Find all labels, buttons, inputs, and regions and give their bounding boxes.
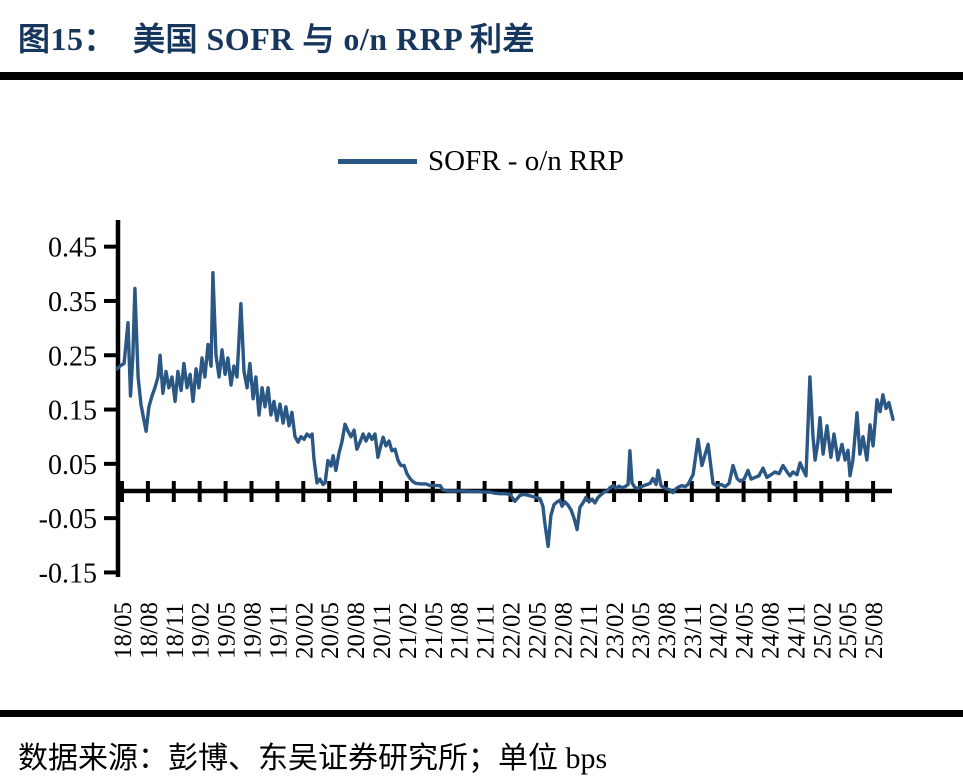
x-axis-tick-label: 20/05 bbox=[317, 602, 344, 659]
x-axis-tick-label: 18/08 bbox=[136, 602, 163, 659]
y-axis-tick-label: 0.35 bbox=[48, 287, 97, 318]
x-axis-tick-label: 20/02 bbox=[291, 602, 318, 659]
y-axis-tick-label: -0.05 bbox=[39, 504, 97, 535]
x-axis-tick-label: 18/11 bbox=[162, 603, 189, 659]
x-axis-tick-label: 23/08 bbox=[654, 602, 681, 659]
x-axis-tick-label: 22/02 bbox=[499, 602, 526, 659]
y-axis-tick-label: 0.05 bbox=[48, 450, 97, 481]
x-axis-tick-label: 22/05 bbox=[524, 602, 551, 659]
chart-legend: SOFR - o/n RRP bbox=[338, 144, 624, 178]
x-axis-tick-label: 19/02 bbox=[188, 602, 215, 659]
x-axis-tick-label: 19/11 bbox=[265, 603, 292, 659]
x-axis-tick-label: 24/11 bbox=[783, 603, 810, 659]
source-divider bbox=[0, 710, 963, 717]
x-axis-tick-label: 19/05 bbox=[214, 602, 241, 659]
x-axis-tick-label: 24/05 bbox=[732, 602, 759, 659]
source-note: 数据来源：彭博、东吴证券研究所；单位 bps bbox=[18, 742, 608, 775]
x-axis-tick-label: 21/02 bbox=[395, 602, 422, 659]
x-axis-tick-label: 18/05 bbox=[110, 602, 137, 659]
legend-series-label: SOFR - o/n RRP bbox=[428, 144, 624, 177]
series-line-sofr-o-n-rrp bbox=[115, 271, 895, 549]
x-axis-tick-label: 19/08 bbox=[240, 602, 267, 659]
x-axis-tick-label: 23/02 bbox=[602, 602, 629, 659]
x-axis-tick-label: 20/11 bbox=[369, 603, 396, 659]
x-axis-tick-label: 25/02 bbox=[809, 602, 836, 659]
x-axis-tick-label: 22/08 bbox=[550, 602, 577, 659]
x-axis-tick-label: 23/11 bbox=[680, 603, 707, 659]
x-axis-tick-label: 23/05 bbox=[628, 602, 655, 659]
x-axis-tick-label: 22/11 bbox=[576, 603, 603, 659]
title-divider bbox=[0, 72, 963, 80]
y-axis-tick-label: -0.15 bbox=[39, 558, 97, 589]
y-axis-tick-label: 0.15 bbox=[48, 396, 97, 427]
x-axis-tick-label: 24/02 bbox=[706, 602, 733, 659]
x-axis-tick-label: 20/08 bbox=[343, 602, 370, 659]
y-axis-tick-label: 0.25 bbox=[48, 341, 97, 372]
x-axis-tick-label: 25/05 bbox=[835, 602, 862, 659]
figure-title: 图15： 美国 SOFR 与 o/n RRP 利差 bbox=[18, 21, 536, 57]
legend-line-swatch bbox=[338, 158, 417, 164]
x-axis-tick-label: 24/08 bbox=[758, 602, 785, 659]
y-axis-tick-label: 0.45 bbox=[48, 233, 97, 264]
x-axis-tick-label: 25/08 bbox=[861, 602, 888, 659]
x-axis-tick-label: 21/08 bbox=[447, 602, 474, 659]
x-axis-tick-label: 21/05 bbox=[421, 602, 448, 659]
x-axis-tick-label: 21/11 bbox=[473, 603, 500, 659]
